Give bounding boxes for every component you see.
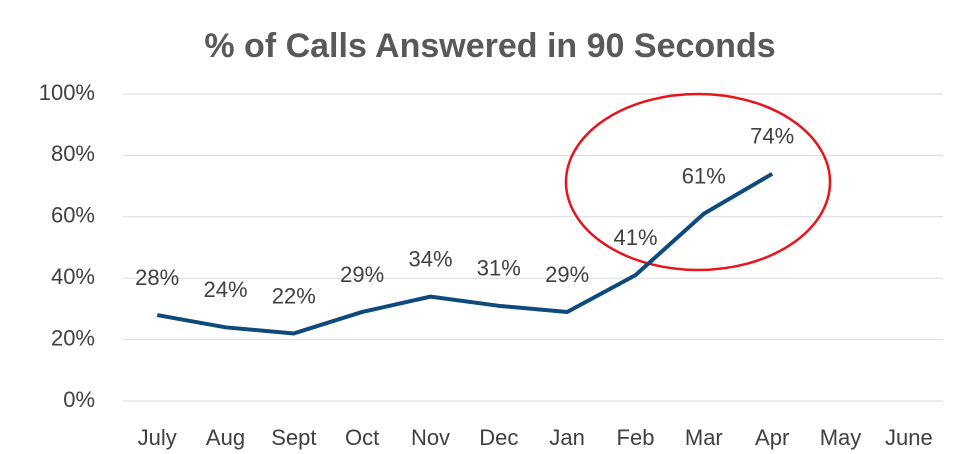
data-label: 24%	[203, 277, 247, 302]
y-tick-label: 60%	[51, 203, 95, 228]
data-label: 61%	[682, 164, 726, 189]
chart-title: % of Calls Answered in 90 Seconds	[204, 27, 775, 65]
data-label: 29%	[545, 262, 589, 287]
data-label: 28%	[135, 265, 179, 290]
y-tick-label: 20%	[51, 325, 95, 350]
highlight-ellipse	[564, 92, 832, 272]
x-tick-label: June	[885, 425, 933, 450]
data-label: 74%	[750, 124, 794, 149]
y-tick-label: 0%	[63, 387, 95, 412]
x-tick-label: July	[138, 425, 177, 450]
y-tick-label: 100%	[39, 80, 95, 105]
y-tick-label: 80%	[51, 141, 95, 166]
x-tick-label: Jan	[549, 425, 584, 450]
data-line	[156, 172, 774, 336]
x-tick-label: Feb	[617, 425, 655, 450]
data-label: 31%	[477, 256, 521, 281]
x-tick-label: May	[820, 425, 862, 450]
data-label: 29%	[340, 262, 384, 287]
x-tick-label: Apr	[755, 425, 789, 450]
data-label: 22%	[272, 283, 316, 308]
x-tick-label: Aug	[206, 425, 245, 450]
x-tick-label: Mar	[685, 425, 723, 450]
data-label: 41%	[613, 225, 657, 250]
x-tick-label: Nov	[411, 425, 450, 450]
x-tick-label: Dec	[479, 425, 518, 450]
y-tick-label: 40%	[51, 264, 95, 289]
x-tick-label: Oct	[345, 425, 379, 450]
x-tick-label: Sept	[271, 425, 316, 450]
data-label: 34%	[408, 246, 452, 271]
